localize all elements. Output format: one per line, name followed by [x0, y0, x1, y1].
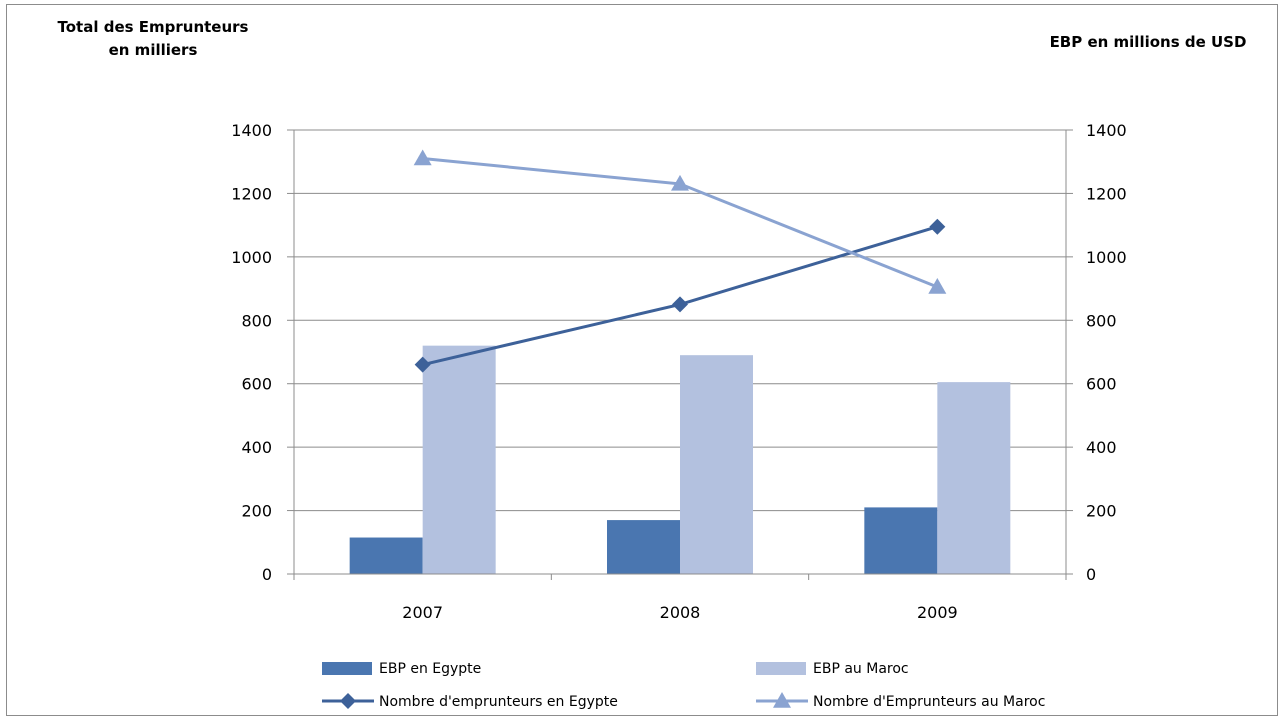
point [413, 149, 432, 166]
right-axis-title: EBP en millions de USD [1049, 33, 1247, 51]
x-tick-label: 2008 [660, 603, 701, 622]
legend-swatch [756, 662, 806, 675]
point [773, 692, 791, 708]
y2-tick-label: 800 [1086, 311, 1117, 330]
y2-tick-label: 400 [1086, 438, 1117, 457]
y-tick-label: 200 [241, 502, 272, 521]
legend-label: EBP au Maroc [813, 661, 909, 677]
bars-layer [349, 345, 1011, 574]
point [340, 693, 356, 709]
bar [607, 520, 680, 574]
y2-tick-label: 600 [1086, 375, 1117, 394]
legend-swatch [322, 662, 372, 675]
y2-tick-label: 1200 [1086, 184, 1127, 203]
legend-label: EBP en Egypte [379, 661, 481, 677]
series-line [422, 225, 938, 367]
y-tick-label: 1000 [231, 248, 272, 267]
y2-tick-label: 0 [1086, 565, 1096, 584]
point [928, 277, 947, 294]
y-tick-label: 600 [241, 375, 272, 394]
x-tick-label: 2009 [917, 603, 958, 622]
legend-layer: EBP en Egypte EBP au Maroc Nombre d'emprun… [322, 661, 1045, 710]
point [671, 174, 689, 191]
ticks-layer: 0 200 400 600 800 1000 1200 1400 0 200 400 600 800 10… [231, 121, 1126, 622]
bar [422, 345, 496, 574]
y-tick-label: 800 [241, 311, 272, 330]
y-tick-label: 1200 [231, 184, 272, 203]
y2-tick-label: 1000 [1086, 248, 1127, 267]
legend-label: Nombre d'Emprunteurs au Maroc [813, 694, 1045, 710]
bar [937, 382, 1011, 574]
y-tick-label: 1400 [231, 121, 272, 140]
y-tick-label: 400 [241, 438, 272, 457]
y2-tick-label: 200 [1086, 502, 1117, 521]
bar [680, 355, 753, 574]
lines-layer [413, 149, 947, 373]
axes-layer [287, 129, 1073, 580]
point [414, 356, 431, 373]
left-axis-title: Total des Emprunteurs en milliers [57, 18, 249, 59]
point [929, 218, 946, 235]
point [672, 296, 688, 313]
x-tick-label: 2007 [402, 603, 443, 622]
bar [349, 537, 423, 574]
legend-label: Nombre d'emprunteurs en Egypte [379, 694, 618, 710]
bar [864, 507, 938, 574]
y-tick-label: 0 [262, 565, 272, 584]
y2-tick-label: 1400 [1086, 121, 1127, 140]
